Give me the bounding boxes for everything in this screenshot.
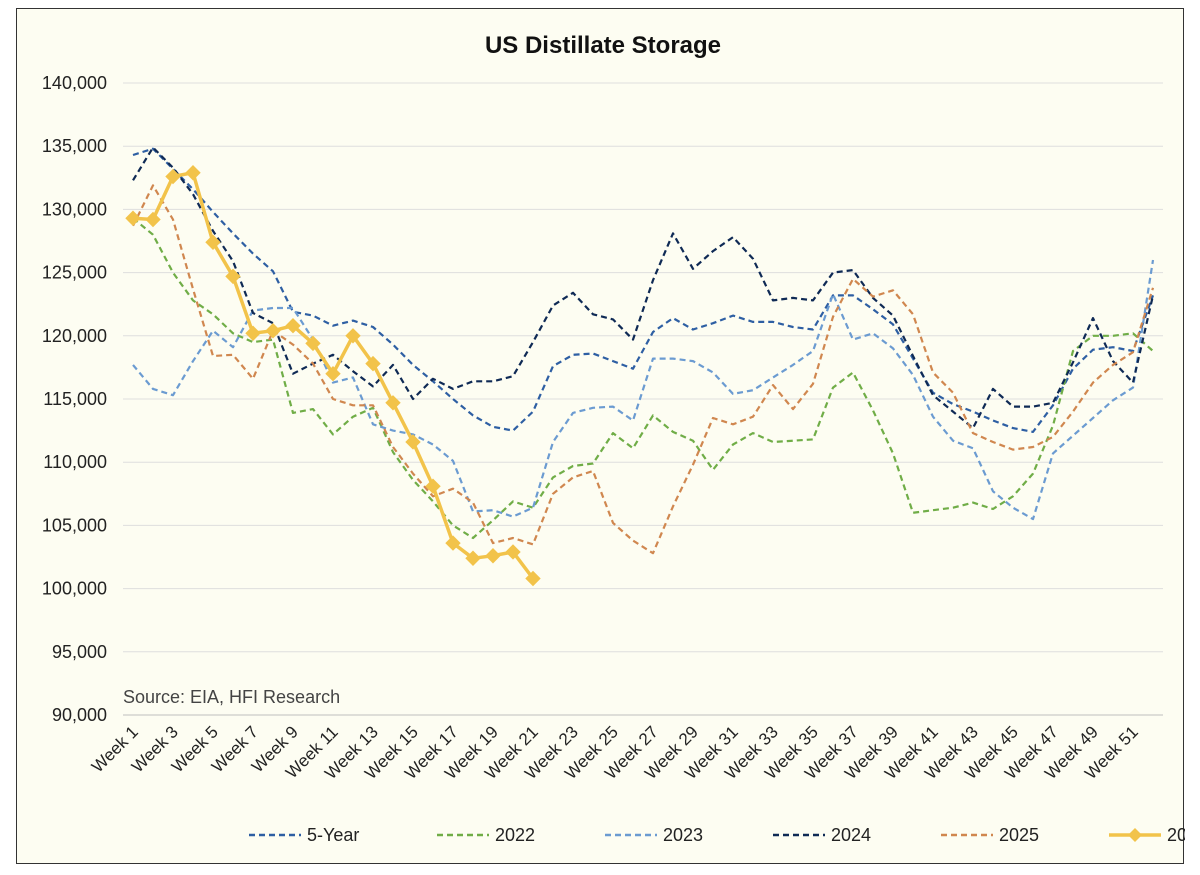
legend-label: 2026: [1167, 825, 1185, 845]
data-point: [345, 328, 361, 344]
y-tick-label: 130,000: [42, 199, 107, 219]
chart-title: US Distillate Storage: [485, 32, 721, 59]
data-point: [285, 317, 301, 334]
data-point: [525, 570, 541, 587]
legend-item: 2025: [941, 825, 1039, 845]
series-5-year: [132, 147, 1155, 433]
legend-label: 2023: [663, 825, 703, 845]
legend-item: 2026: [1109, 825, 1185, 845]
data-point: [385, 395, 401, 411]
legend-item: 5-Year: [249, 825, 359, 845]
y-tick-label: 115,000: [43, 389, 107, 409]
y-tick-label: 105,000: [42, 515, 107, 535]
data-point: [145, 211, 161, 228]
legend-item: 2022: [437, 825, 535, 845]
data-point: [165, 168, 181, 185]
data-point: [245, 325, 261, 341]
data-point: [205, 234, 221, 250]
data-point: [465, 550, 481, 566]
series-line: [132, 259, 1155, 521]
legend-label: 2025: [999, 825, 1039, 845]
y-tick-label: 125,000: [42, 263, 107, 283]
legend-label: 2022: [495, 825, 535, 845]
y-tick-label: 135,000: [42, 136, 107, 156]
data-point: [445, 535, 461, 551]
legend-label: 5-Year: [307, 825, 359, 845]
chart-frame: US Distillate Storage 90,000 95,000 100,00…: [16, 8, 1185, 864]
series-2022: [132, 217, 1154, 540]
legend: 5-Year 2022 2023 2024 2025 2026: [249, 825, 1185, 845]
legend-item: 2023: [605, 825, 703, 845]
series-2024: [132, 146, 1155, 430]
legend-marker: [1128, 828, 1142, 842]
source-note: Source: EIA, HFI Research: [123, 687, 340, 707]
y-tick-label: 90,000: [52, 705, 107, 725]
data-point: [265, 323, 281, 339]
series-line: [132, 147, 1155, 433]
y-tick-label: 140,000: [42, 73, 107, 93]
series-2026: [125, 165, 541, 587]
y-axis-ticks: 90,000 95,000 100,000 105,000 110,000 115,000…: [42, 73, 107, 725]
y-tick-label: 95,000: [52, 642, 107, 662]
data-point: [485, 548, 501, 564]
series-2023: [132, 259, 1155, 521]
series-2025: [132, 184, 1155, 555]
data-point: [325, 366, 341, 382]
data-point: [365, 355, 381, 372]
data-point: [425, 478, 441, 494]
data-point: [185, 165, 201, 181]
data-point: [305, 335, 321, 352]
y-tick-label: 120,000: [42, 326, 107, 346]
chart-svg: US Distillate Storage 90,000 95,000 100,00…: [42, 32, 1185, 845]
y-tick-label: 100,000: [42, 579, 107, 599]
data-point: [125, 210, 141, 226]
series-line: [132, 217, 1154, 540]
data-point: [225, 268, 241, 285]
data-point: [405, 434, 421, 450]
series-line: [132, 184, 1155, 555]
legend-label: 2024: [831, 825, 871, 845]
y-tick-label: 110,000: [43, 452, 107, 472]
series-layer: [125, 146, 1155, 587]
data-point: [505, 544, 521, 560]
legend-item: 2024: [773, 825, 871, 845]
grid-layer: [123, 82, 1163, 716]
series-line: [132, 146, 1155, 430]
